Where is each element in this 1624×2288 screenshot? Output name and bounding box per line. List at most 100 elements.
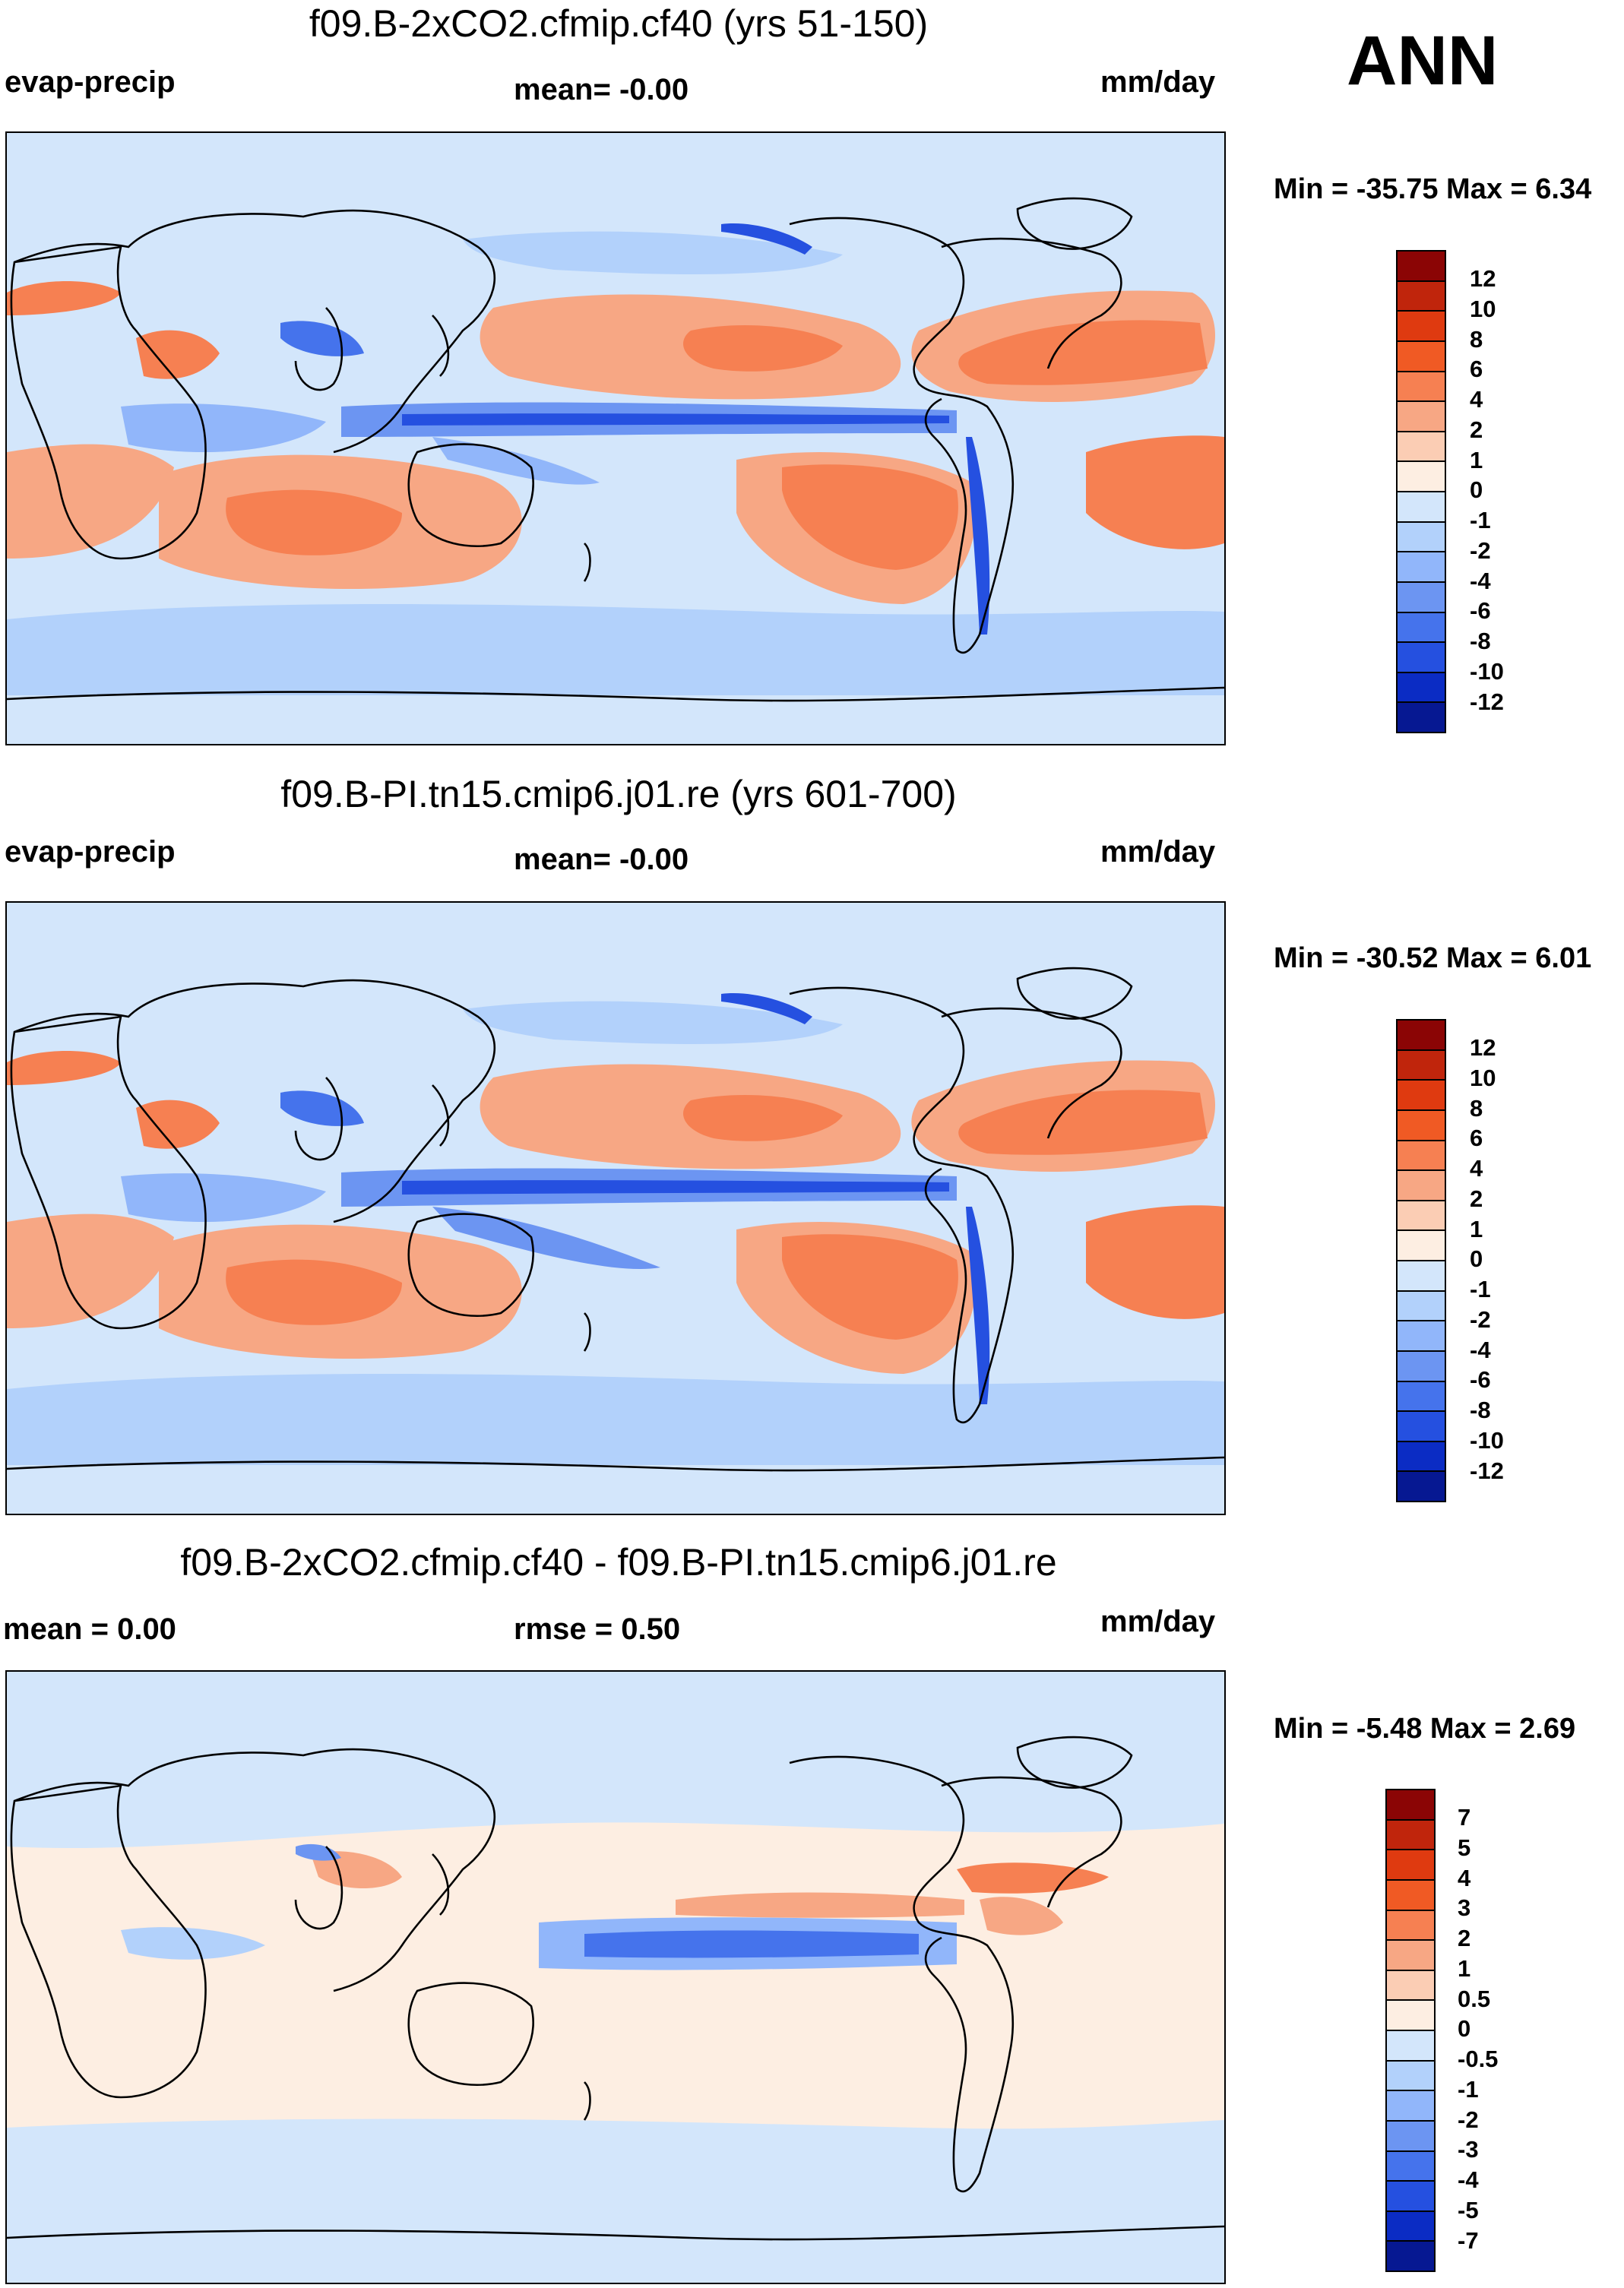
- panel-3-map-field: [7, 1672, 1224, 2283]
- colorbar-tick-label: -2: [1458, 2106, 1479, 2133]
- colorbar-tick-label: -1: [1470, 507, 1491, 533]
- arabian-sea: [136, 330, 220, 379]
- colorbar-tick-label: 5: [1458, 1834, 1471, 1861]
- north-pacific-core: [683, 324, 843, 372]
- colorbar-tick-label: 1: [1458, 1954, 1471, 1982]
- tibet-negative: [296, 1843, 341, 1861]
- colorbar-tick-label: 0: [1458, 2015, 1471, 2043]
- colorbar-tick-label: 0: [1470, 1245, 1483, 1273]
- north-pacific-storm-track: [463, 1001, 843, 1044]
- indian-ocean-itcz: [121, 1173, 326, 1222]
- colorbar-tick-label: -6: [1470, 1366, 1491, 1394]
- panel-3-rmse-label: rmse = 0.50: [514, 1612, 681, 1646]
- colorbar-tick-label: -7: [1458, 2226, 1479, 2254]
- colorbar-tick-label: 0.5: [1458, 1985, 1491, 2012]
- colorbar-swatch: [1398, 1110, 1445, 1141]
- colorbar-swatch: [1398, 552, 1445, 583]
- colorbar-swatch: [1398, 1412, 1445, 1442]
- colorbar-swatch: [1387, 1970, 1434, 2002]
- panel-1-variable-label: evap-precip: [5, 65, 176, 99]
- north-pacific-core: [683, 1094, 843, 1141]
- panel-1-min-max: Min = -35.75 Max = 6.34: [1274, 173, 1592, 205]
- panel-2-colorbar: [1396, 1019, 1446, 1502]
- colorbar-tick-label: -12: [1470, 1457, 1504, 1484]
- colorbar-tick-label: 8: [1470, 1094, 1483, 1122]
- arabian-sea: [136, 1100, 220, 1149]
- colorbar-tick-label: 4: [1470, 1155, 1483, 1182]
- colorbar-swatch: [1387, 2182, 1434, 2212]
- caribbean-positive: [957, 1862, 1109, 1894]
- panel-3-mean-label: mean = 0.00: [3, 1612, 176, 1646]
- panel-3-min-max: Min = -5.48 Max = 2.69: [1274, 1713, 1576, 1745]
- colorbar-tick-label: -3: [1458, 2136, 1479, 2163]
- mediterranean: [7, 1051, 121, 1085]
- colorbar-tick-label: 2: [1470, 416, 1483, 443]
- south-atlantic-east: [1086, 435, 1224, 549]
- indian-ocean-itcz: [121, 403, 326, 452]
- colorbar-swatch: [1398, 1261, 1445, 1292]
- alaska-coast: [721, 993, 812, 1024]
- colorbar-tick-label: -4: [1458, 2166, 1479, 2193]
- north-atlantic-core: [958, 1090, 1208, 1155]
- panel-1-units-label: mm/day: [1100, 65, 1216, 99]
- south-east-pacific-core: [782, 1234, 958, 1340]
- maritime-positive: [311, 1851, 402, 1888]
- north-pacific-storm-track: [463, 231, 843, 274]
- mediterranean: [7, 281, 121, 315]
- colorbar-tick-label: 2: [1470, 1185, 1483, 1212]
- indian-negative: [121, 1927, 265, 1960]
- east-pacific-positive: [676, 1892, 964, 1918]
- colorbar-tick-label: 12: [1470, 265, 1496, 292]
- colorbar-swatch: [1387, 2121, 1434, 2152]
- colorbar-tick-label: -12: [1470, 688, 1504, 715]
- colorbar-tick-label: -6: [1470, 597, 1491, 625]
- colorbar-swatch: [1398, 252, 1445, 282]
- south-atlantic-east: [1086, 1205, 1224, 1319]
- colorbar-swatch: [1387, 2031, 1434, 2062]
- colorbar-tick-label: -2: [1470, 1305, 1491, 1333]
- colorbar-swatch: [1387, 2151, 1434, 2182]
- subtropical-south-atlantic-west: [7, 1214, 174, 1328]
- north-atlantic-core: [958, 320, 1208, 385]
- itcz-pacific-core: [402, 1180, 949, 1195]
- alaska-coast: [721, 223, 812, 255]
- itcz-pacific-core: [402, 413, 949, 426]
- north-hemisphere-negative: [7, 1672, 1224, 1849]
- colorbar-tick-label: 4: [1470, 386, 1483, 413]
- colorbar-tick-label: 3: [1458, 1894, 1471, 1922]
- colorbar-tick-label: 2: [1458, 1925, 1471, 1951]
- colorbar-swatch: [1398, 643, 1445, 673]
- colorbar-swatch: [1398, 1381, 1445, 1413]
- colorbar-tick-label: -1: [1470, 1276, 1491, 1302]
- colorbar-swatch: [1398, 1231, 1445, 1261]
- colorbar-swatch: [1398, 1441, 1445, 1473]
- colorbar-swatch: [1387, 2242, 1434, 2271]
- andes: [966, 1207, 990, 1404]
- colorbar-tick-label: -8: [1470, 628, 1491, 654]
- colorbar-swatch: [1387, 1880, 1434, 1911]
- panel-3-colorbar: [1385, 1789, 1436, 2272]
- colorbar-swatch: [1398, 1201, 1445, 1232]
- tibet: [280, 321, 364, 356]
- southern-ocean-band: [7, 604, 1224, 695]
- colorbar-swatch: [1387, 1850, 1434, 1881]
- panel-1-map: [5, 131, 1226, 745]
- panel-2-mean-label: mean= -0.00: [514, 843, 689, 876]
- panel-2-variable-label: evap-precip: [5, 835, 176, 869]
- colorbar-swatch: [1387, 1941, 1434, 1971]
- colorbar-swatch: [1398, 1021, 1445, 1051]
- southern-ocean-negative: [7, 2119, 1224, 2283]
- panel-1-map-field: [7, 197, 1224, 702]
- colorbar-swatch: [1398, 312, 1445, 342]
- colorbar-tick-label: -0.5: [1458, 2046, 1499, 2072]
- colorbar-swatch: [1398, 1171, 1445, 1201]
- panel-2-coastlines: [7, 967, 1224, 1472]
- colorbar-swatch: [1398, 372, 1445, 403]
- south-indian-core: [226, 489, 402, 555]
- colorbar-tick-label: 1: [1470, 1215, 1483, 1242]
- colorbar-swatch: [1398, 281, 1445, 312]
- colorbar-tick-label: 8: [1470, 325, 1483, 353]
- andes: [966, 437, 990, 635]
- colorbar-swatch: [1387, 2001, 1434, 2031]
- colorbar-swatch: [1398, 1081, 1445, 1111]
